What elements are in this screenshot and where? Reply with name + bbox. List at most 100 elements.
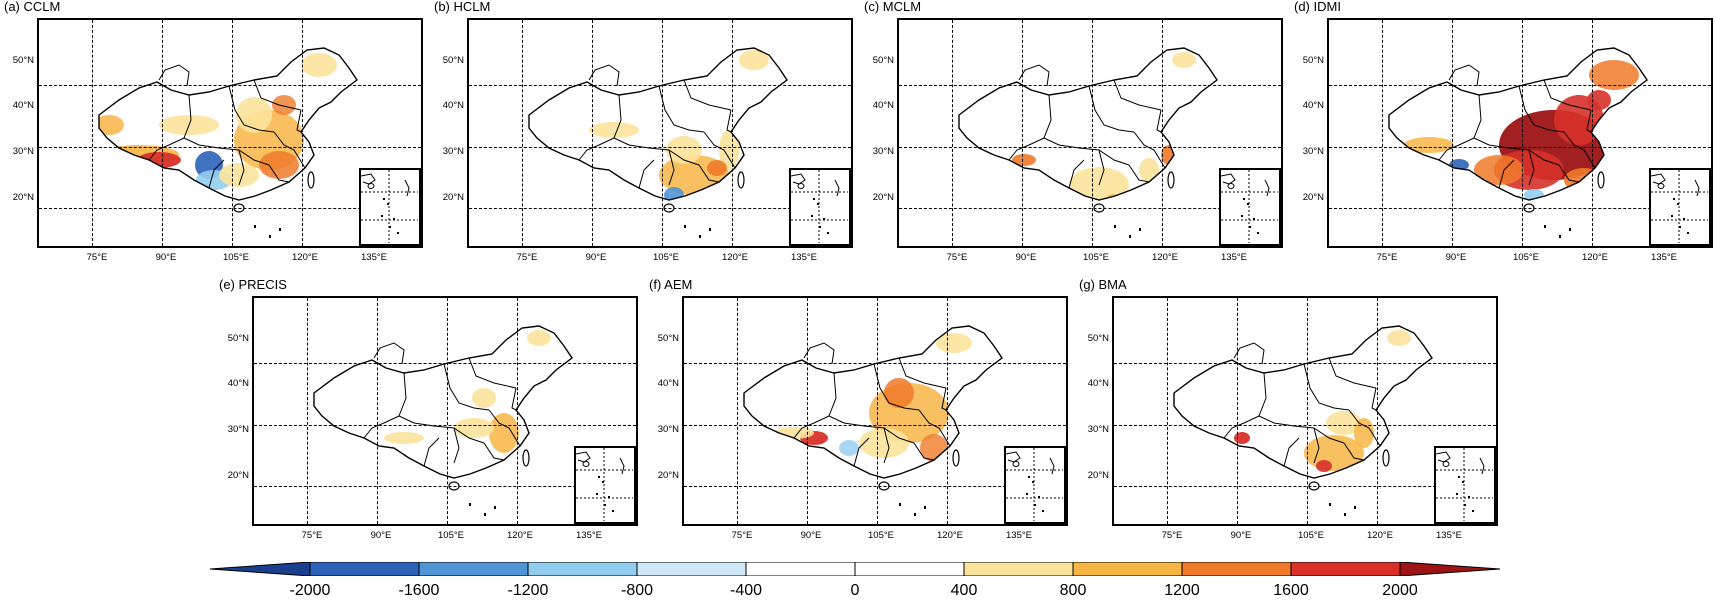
anomaly-patch	[589, 122, 639, 138]
longitude-gridline	[232, 20, 233, 246]
longitude-label: 90°E	[1445, 252, 1467, 263]
island-dot	[684, 225, 686, 228]
latitude-gridline	[1114, 486, 1496, 487]
map-canvas	[1388, 47, 1648, 238]
province-boundary	[253, 79, 302, 111]
longitude-label: 135°E	[1436, 530, 1462, 541]
latitude-gridline	[469, 208, 851, 209]
longitude-label: 105°E	[868, 530, 894, 541]
province-boundary	[398, 372, 415, 424]
longitude-label: 105°E	[1083, 252, 1109, 263]
longitude-gridline	[592, 20, 593, 246]
anomaly-patch	[839, 440, 859, 456]
colorbar-segment	[418, 562, 529, 576]
latitude-gridline	[469, 147, 851, 148]
colorbar-segment	[309, 562, 420, 576]
latitude-label: 20°N	[657, 470, 679, 481]
longitude-label: 135°E	[791, 252, 817, 263]
province-boundary	[296, 109, 302, 133]
panel-title: (a) CCLM	[4, 0, 61, 14]
longitude-gridline	[517, 298, 518, 524]
panel-title: (f) AEM	[649, 277, 693, 292]
province-boundary	[1371, 387, 1377, 411]
longitude-gridline	[1237, 298, 1238, 524]
south-china-sea-inset	[1219, 168, 1281, 246]
anomaly-patch	[739, 50, 769, 70]
province-boundary	[588, 64, 620, 87]
island-dot	[254, 225, 256, 228]
colorbar-min-triangle	[210, 562, 311, 576]
anomaly-patch	[1139, 158, 1159, 182]
longitude-gridline	[1307, 298, 1308, 524]
province-boundary	[1328, 357, 1377, 389]
map-frame	[1112, 296, 1498, 526]
latitude-gridline	[899, 147, 1281, 148]
south-china-sea-inset	[789, 168, 851, 246]
anomaly-field	[1404, 60, 1639, 200]
colorbar-tick-label: 2000	[1382, 582, 1418, 599]
country-boundary	[98, 47, 358, 201]
south-china-sea-inset	[1434, 446, 1496, 524]
latitude-label: 30°N	[1302, 146, 1324, 157]
longitude-gridline	[1377, 298, 1378, 524]
map-frame	[467, 18, 853, 248]
longitude-label: 90°E	[585, 252, 607, 263]
colorbar-segment	[636, 562, 747, 576]
latitude-label: 40°N	[872, 100, 894, 111]
latitude-label: 40°N	[442, 100, 464, 111]
latitude-gridline	[254, 363, 636, 364]
anomaly-field	[384, 330, 551, 478]
latitude-label: 50°N	[442, 55, 464, 66]
colorbar-tick-label: 800	[1059, 582, 1087, 599]
longitude-gridline	[952, 20, 953, 246]
longitude-label: 105°E	[223, 252, 249, 263]
province-boundary	[828, 372, 845, 424]
colorbar-tick-label: -1600	[398, 582, 440, 599]
province-boundary	[668, 149, 675, 186]
latitude-gridline	[39, 208, 421, 209]
anomaly-patch	[707, 160, 727, 176]
province-boundary	[208, 159, 225, 189]
province-boundary	[658, 85, 705, 133]
map-panel: (e) PRECIS 50°N 40°N 30°N 20°N 75°E 90°E 105°E 1…	[215, 278, 638, 558]
island-dot	[279, 228, 281, 231]
island-dot	[494, 506, 496, 509]
province-boundary	[183, 94, 200, 146]
map-canvas	[1173, 325, 1433, 516]
latitude-gridline	[899, 208, 1281, 209]
panel-title: (b) HCLM	[434, 0, 491, 14]
anomaly-patch	[527, 330, 551, 346]
province-boundary	[803, 342, 835, 365]
province-boundary	[373, 342, 405, 365]
map-panel: (c) MCLM 50°N 40°N 30°N 20°N 75°E 90°E 105°E 120…	[860, 0, 1283, 280]
island-dot	[484, 513, 486, 516]
province-boundary	[1558, 164, 1580, 183]
island-dot	[1544, 225, 1546, 228]
latitude-gridline	[39, 147, 421, 148]
anomaly-patch	[1474, 155, 1524, 185]
anomaly-patch	[666, 136, 702, 164]
longitude-gridline	[162, 20, 163, 246]
panel-title: (c) MCLM	[864, 0, 922, 14]
longitude-gridline	[1382, 20, 1383, 246]
province-boundary	[1098, 149, 1105, 186]
anomaly-patch	[454, 418, 494, 438]
latitude-label: 40°N	[657, 378, 679, 389]
province-boundary	[483, 442, 505, 461]
island-dot	[924, 506, 926, 509]
anomaly-patch	[1354, 418, 1374, 448]
colorbar-tick-label: 0	[850, 582, 860, 599]
inset-map	[1435, 448, 1493, 521]
longitude-gridline	[307, 298, 308, 524]
island-dot	[1129, 235, 1131, 238]
colorbar-segment	[854, 562, 965, 576]
latitude-label: 50°N	[1087, 333, 1109, 344]
longitude-gridline	[377, 298, 378, 524]
longitude-gridline	[1592, 20, 1593, 246]
latitude-gridline	[1329, 147, 1711, 148]
province-boundary	[683, 79, 732, 111]
anomaly-patch	[1304, 435, 1364, 471]
inset-map	[1005, 448, 1063, 521]
island-dot	[1344, 513, 1346, 516]
island-dot	[1329, 503, 1331, 506]
